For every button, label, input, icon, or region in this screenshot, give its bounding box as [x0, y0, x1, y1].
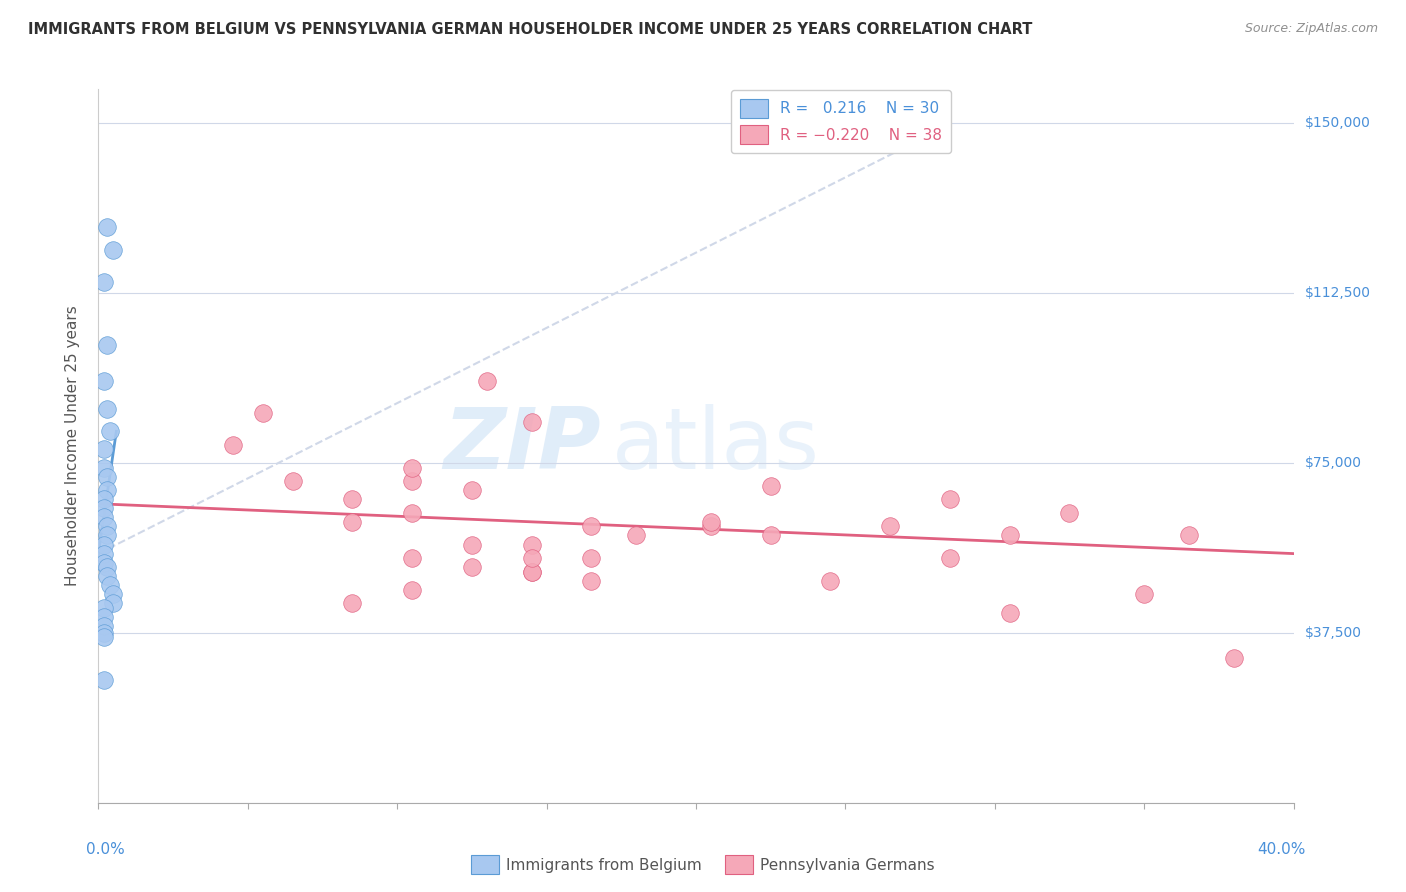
Point [520, 551, 543, 566]
Point [520, 565, 543, 579]
Point [93, 601, 115, 615]
Point [93, 673, 115, 688]
Point [759, 478, 782, 492]
Text: ZIP: ZIP [443, 404, 600, 488]
Point [93, 460, 115, 475]
Point [1178, 528, 1201, 542]
Point [93, 547, 115, 561]
Point [401, 582, 423, 597]
Text: $75,000: $75,000 [1305, 456, 1361, 470]
Point [96, 338, 118, 352]
Point [93, 610, 115, 624]
Point [96, 569, 118, 583]
Point [401, 506, 423, 520]
Point [939, 551, 962, 566]
Point [98, 424, 122, 438]
Point [342, 492, 364, 507]
Text: atlas: atlas [613, 404, 820, 488]
Point [93, 492, 115, 507]
Point [98, 578, 122, 592]
Point [1223, 650, 1246, 665]
Point [581, 551, 603, 566]
Point [1133, 587, 1156, 601]
Point [401, 474, 423, 488]
Point [93, 275, 115, 289]
Text: Source: ZipAtlas.com: Source: ZipAtlas.com [1244, 22, 1378, 36]
Point [93, 626, 115, 640]
Point [1059, 506, 1081, 520]
Point [93, 556, 115, 570]
Point [342, 597, 364, 611]
Point [93, 619, 115, 633]
Point [96, 560, 118, 574]
Point [96, 528, 118, 542]
Point [520, 565, 543, 579]
Point [96, 220, 118, 235]
Point [520, 415, 543, 429]
Point [93, 442, 115, 457]
Point [103, 243, 125, 257]
Point [820, 574, 842, 588]
Point [103, 597, 125, 611]
Point [401, 551, 423, 566]
Point [96, 469, 118, 483]
Point [281, 474, 304, 488]
Text: 0.0%: 0.0% [87, 842, 125, 857]
Point [93, 510, 115, 524]
Point [461, 483, 484, 498]
Point [700, 519, 723, 533]
Point [461, 560, 484, 574]
Point [520, 537, 543, 551]
Legend: Immigrants from Belgium, Pennsylvania Germans: Immigrants from Belgium, Pennsylvania Ge… [465, 849, 941, 880]
Point [252, 406, 274, 420]
Legend: R =   0.216    N = 30, R = −0.220    N = 38: R = 0.216 N = 30, R = −0.220 N = 38 [731, 90, 952, 153]
Point [96, 483, 118, 498]
Point [759, 528, 782, 542]
Text: $112,500: $112,500 [1305, 286, 1371, 300]
Point [342, 515, 364, 529]
Point [700, 515, 723, 529]
Text: IMMIGRANTS FROM BELGIUM VS PENNSYLVANIA GERMAN HOUSEHOLDER INCOME UNDER 25 YEARS: IMMIGRANTS FROM BELGIUM VS PENNSYLVANIA … [28, 22, 1032, 37]
Point [93, 375, 115, 389]
Point [93, 501, 115, 516]
Text: 40.0%: 40.0% [1257, 842, 1306, 857]
Point [581, 519, 603, 533]
Point [96, 519, 118, 533]
Point [461, 537, 484, 551]
Y-axis label: Householder Income Under 25 years: Householder Income Under 25 years [65, 306, 80, 586]
Point [879, 519, 901, 533]
Point [626, 528, 648, 542]
Point [475, 375, 498, 389]
Point [939, 492, 962, 507]
Text: $150,000: $150,000 [1305, 116, 1371, 130]
Point [998, 606, 1021, 620]
Point [401, 460, 423, 475]
Point [96, 401, 118, 416]
Text: $37,500: $37,500 [1305, 626, 1361, 640]
Point [93, 537, 115, 551]
Point [998, 528, 1021, 542]
Point [581, 574, 603, 588]
Point [222, 438, 245, 452]
Point [93, 631, 115, 645]
Point [103, 587, 125, 601]
